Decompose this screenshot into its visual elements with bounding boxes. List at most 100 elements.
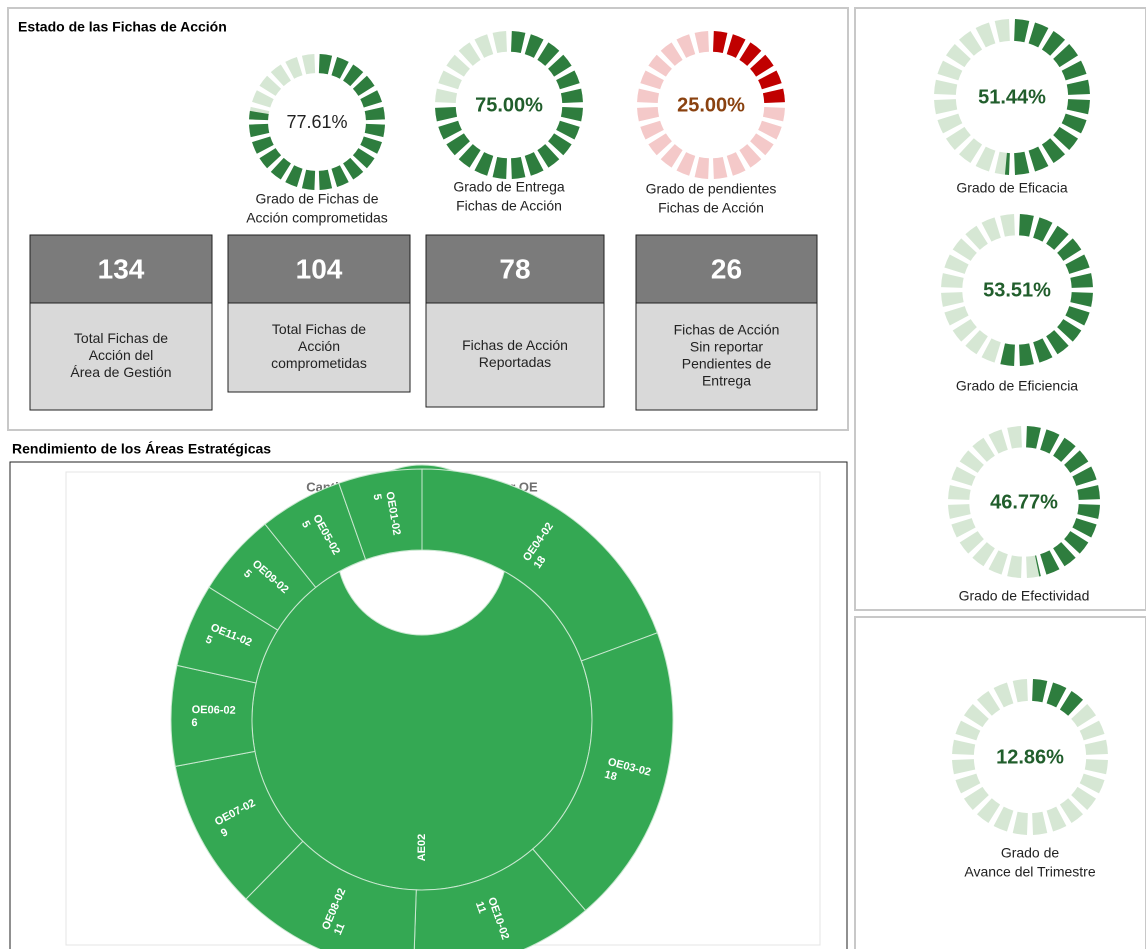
gauge-track	[951, 466, 976, 486]
gauge-fill	[438, 120, 462, 140]
gauge-fill	[1040, 429, 1060, 454]
gauge-fill	[1046, 330, 1069, 355]
gauge-fill	[1066, 79, 1090, 95]
gauge-fill	[301, 169, 316, 190]
gauge-fill	[364, 106, 385, 121]
gauge-track	[937, 113, 963, 134]
gauge-track	[648, 133, 672, 156]
gauge-track	[977, 798, 1001, 824]
gauge-track	[637, 88, 660, 103]
gauge-track	[1007, 555, 1022, 578]
gauge-track	[1012, 679, 1028, 703]
segment-value: 5	[299, 519, 312, 530]
gauge-track	[285, 57, 303, 79]
gauge-track	[1046, 806, 1067, 832]
gauge-track	[951, 518, 976, 538]
gauge-fill	[1046, 682, 1067, 708]
gauge-track	[934, 99, 958, 115]
caption: Fichas de Acción	[658, 200, 764, 216]
caption: Grado de Fichas de	[256, 191, 379, 207]
gauge-fill	[1014, 151, 1030, 175]
gauge-track	[1084, 739, 1108, 755]
card-body	[635, 302, 818, 411]
gauge-track	[492, 31, 507, 54]
gauge-track	[259, 75, 282, 96]
card-header	[635, 234, 818, 304]
gauge-fill	[537, 42, 560, 66]
gauge-fill	[1053, 437, 1076, 462]
gauge-fill	[352, 75, 375, 96]
gauge-fill	[537, 144, 560, 168]
gauge-fill	[1065, 306, 1090, 326]
gauge-fill	[1070, 292, 1093, 307]
gauge-track	[977, 690, 1001, 716]
gauge-fill	[1019, 343, 1034, 366]
gauge-fill	[1026, 426, 1041, 449]
gauge-value: 46.77%	[990, 491, 1058, 513]
gauge-track	[965, 225, 988, 250]
gauge-track	[955, 720, 981, 741]
gauge-track	[994, 19, 1010, 43]
gauge-fill	[726, 34, 746, 58]
gauge-fill	[511, 156, 526, 179]
gauge-fill	[1033, 217, 1053, 242]
caption: Pendientes de	[682, 356, 772, 372]
gauge-value: 77.61%	[286, 112, 347, 132]
gauge-track	[944, 306, 969, 326]
gauge-fill	[1072, 466, 1097, 486]
gauge-track	[993, 682, 1014, 708]
gauge-fill	[249, 123, 270, 138]
segment-value: 18	[532, 554, 549, 571]
gauge-fill	[1019, 214, 1034, 237]
caption: Fichas de Acción	[456, 198, 562, 214]
sunburst-segment	[338, 468, 423, 561]
gauge-fill	[1077, 504, 1100, 519]
gauge-fill	[474, 152, 494, 176]
card-body	[425, 302, 605, 408]
caption: Total Fichas de	[272, 321, 366, 337]
caption: Acción comprometidas	[246, 210, 388, 226]
gauge-fill	[352, 148, 375, 169]
gauge-track	[726, 152, 746, 176]
caption: Grado de Eficacia	[956, 180, 1067, 196]
gauge-fill	[1053, 126, 1079, 150]
gauge-fill	[360, 136, 382, 154]
gauge-fill	[556, 120, 580, 140]
gauge-track	[944, 254, 969, 274]
gauge-fill	[1053, 44, 1079, 68]
gauge-track	[948, 504, 971, 519]
gauge-track	[676, 34, 696, 58]
gauge-track	[993, 806, 1014, 832]
gauge-fill	[252, 136, 274, 154]
gauge-fill	[1061, 60, 1087, 81]
gauge-track	[676, 152, 696, 176]
gauge-fill	[249, 110, 269, 121]
caption: Grado de pendientes	[646, 181, 777, 197]
caption: Sin reportar	[690, 339, 763, 355]
gauge-fill	[1033, 338, 1053, 363]
gauge-fill	[548, 133, 572, 156]
gauge-fill	[524, 152, 544, 176]
gauge-track	[975, 146, 996, 172]
gauge-value: 51.44%	[978, 86, 1046, 108]
gauge-track	[660, 42, 683, 66]
gauge-track	[458, 42, 481, 66]
gauge-fill	[1057, 238, 1082, 261]
gauge-track	[648, 54, 672, 77]
gauge-fill	[1059, 690, 1083, 716]
gauge-fill	[285, 165, 303, 187]
gauge-fill	[713, 31, 728, 54]
caption: Grado de Efectividad	[959, 588, 1090, 604]
gauge-fill	[343, 64, 364, 87]
gauge-track	[981, 338, 1001, 363]
gauge-fill	[492, 156, 507, 179]
gauge-track	[972, 542, 995, 567]
gauge-track	[965, 330, 988, 355]
gauge-fill	[318, 54, 333, 75]
gauge-track	[988, 429, 1008, 454]
gauge-track	[952, 319, 977, 342]
caption: Acción	[298, 338, 340, 354]
gauge-fill	[1053, 542, 1076, 567]
segment-value: 11	[332, 921, 348, 936]
